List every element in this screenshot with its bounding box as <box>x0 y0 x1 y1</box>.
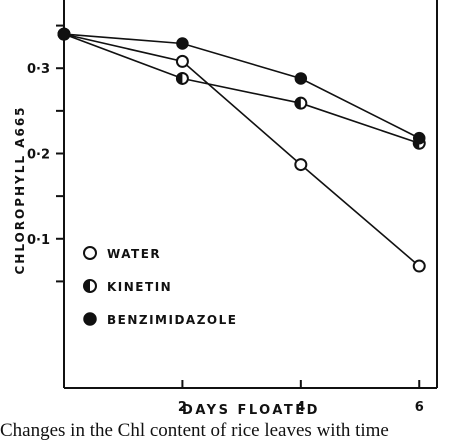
legend-marker-kinetin <box>83 279 97 293</box>
series-line-benzimidazole <box>63 33 420 139</box>
data-point-water <box>175 54 189 68</box>
legend-item-benzimidazole: BENZIMIDAZOLE <box>83 312 237 327</box>
data-point-benzimidazole <box>294 72 308 85</box>
ticks: 0·1 0·2 0·3 2 4 6 <box>27 24 424 415</box>
y-axis-label: CHLOROPHYLL A665 <box>13 105 27 274</box>
data-point-benzimidazole <box>412 131 426 145</box>
legend-marker-benzimidazole <box>83 312 97 326</box>
y-tick-label: 0·1 <box>27 233 50 248</box>
legend-label-water: WATER <box>107 247 161 261</box>
y-tick-label: 0·3 <box>27 62 50 77</box>
x-tick-label: 4 <box>296 400 305 415</box>
data-point-benzimidazole <box>176 37 189 50</box>
legend-item-kinetin: KINETIN <box>83 279 172 294</box>
data-points <box>57 27 426 273</box>
data-point-kinetin <box>175 71 189 85</box>
legend-label-kinetin: KINETIN <box>107 280 172 294</box>
series-line-kinetin <box>63 33 420 145</box>
axes <box>63 0 438 389</box>
series-lines <box>63 33 420 267</box>
legend-marker-water <box>83 246 97 260</box>
data-point-water <box>294 158 308 172</box>
legend-label-benzimidazole: BENZIMIDAZOLE <box>107 313 237 327</box>
x-tick-label: 6 <box>415 400 424 415</box>
figure-caption: Changes in the Chl content of rice leave… <box>0 420 389 441</box>
x-tick-label: 2 <box>178 400 187 415</box>
y-tick-label: 0·2 <box>27 147 50 162</box>
x-axis-label: DAYS FLOATED <box>182 403 320 418</box>
data-point-kinetin <box>294 96 308 110</box>
data-point-water <box>412 259 426 273</box>
data-point-benzimidazole <box>57 27 71 41</box>
series-line-water <box>63 33 420 267</box>
legend: WATER KINETIN BENZIMIDAZOLE <box>83 246 237 327</box>
legend-item-water: WATER <box>83 246 161 261</box>
